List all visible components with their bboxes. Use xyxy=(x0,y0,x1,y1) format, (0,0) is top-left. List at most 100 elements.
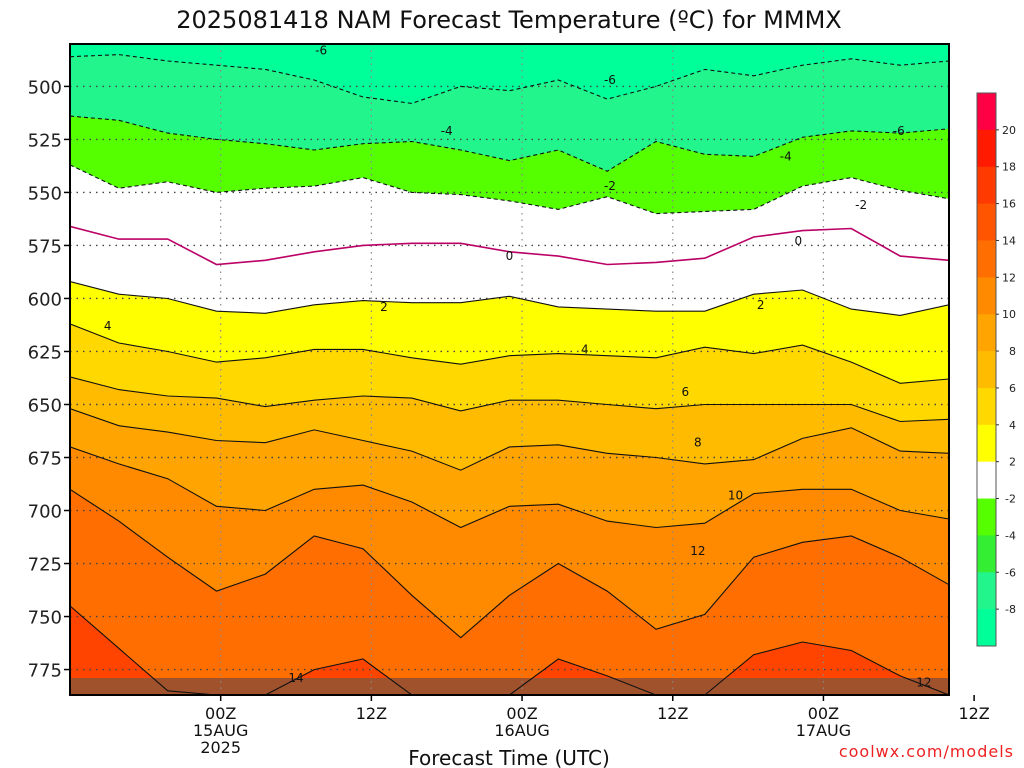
contour-label: 0 xyxy=(794,234,802,248)
y-tick-label: 650 xyxy=(28,395,62,416)
colorbar-label: 14 xyxy=(1002,234,1016,247)
x-tick-label: 00Z xyxy=(506,704,537,723)
colorbar: 20 18 16 14 12 10 8 6 4 2 -2 -4 -6 -8 xyxy=(976,92,1016,647)
contour-label: 4 xyxy=(104,319,112,333)
band-from-8 xyxy=(70,408,949,528)
colorbar-label: 18 xyxy=(1002,161,1016,174)
y-tick-label: 700 xyxy=(28,502,62,523)
colorbar-swatch xyxy=(977,609,996,647)
colorbar-label: 16 xyxy=(1002,198,1016,211)
y-axis: 500 525 550 575 600 625 650 675 700 725 750 775 xyxy=(28,77,70,682)
colorbar-swatch xyxy=(977,93,996,131)
colorbar-swatch xyxy=(977,166,996,205)
ground-strip xyxy=(70,678,949,695)
y-tick-label: 525 xyxy=(28,130,62,151)
isotherm-6 xyxy=(70,376,949,423)
band-from--2 xyxy=(70,164,949,265)
colorbar-swatch xyxy=(977,387,996,426)
colorbar-swatch xyxy=(977,424,996,463)
terrain-band xyxy=(70,678,949,695)
colorbar-label: 4 xyxy=(1009,419,1016,432)
contour-label: -6 xyxy=(604,73,616,87)
colorbar-swatch xyxy=(977,240,996,278)
chart-title: 2025081418 NAM Forecast Temperature (ºC)… xyxy=(176,6,841,34)
x-axis-label: Forecast Time (UTC) xyxy=(408,746,610,768)
band-from-4 xyxy=(70,323,949,422)
colorbar-label: 20 xyxy=(1002,124,1016,137)
isotherm-4 xyxy=(70,323,949,384)
contour-label: 14 xyxy=(288,671,303,685)
colorbar-label: -8 xyxy=(1005,603,1016,616)
y-tick-label: 750 xyxy=(28,608,62,629)
contour-label: -4 xyxy=(441,124,453,138)
contour-label: -2 xyxy=(604,179,616,193)
x-tick-label: 2025 xyxy=(200,738,241,757)
colorbar-swatch xyxy=(977,351,996,389)
band-from--6 xyxy=(70,54,949,172)
x-axis: 00Z15AUG202512Z00Z16AUG12Z00Z17AUG12Z00Z… xyxy=(193,695,990,757)
contour-label: 8 xyxy=(694,436,702,450)
x-tick-label: 12Z xyxy=(958,704,989,723)
x-tick-label: 16AUG xyxy=(494,721,549,740)
y-tick-label: 550 xyxy=(28,183,62,204)
temperature-bands xyxy=(70,44,949,695)
colorbar-swatch xyxy=(977,498,996,536)
isotherm-12 xyxy=(70,488,949,639)
band-from--4 xyxy=(70,116,949,214)
colorbar-swatch xyxy=(977,461,996,500)
plot-area: -6-6-6-6-4-4-4-2-2-200022244446688101012… xyxy=(70,44,966,695)
band-from-6 xyxy=(70,376,949,471)
colorbar-swatch xyxy=(977,572,996,610)
contour-label: -2 xyxy=(855,198,867,212)
y-tick-label: 575 xyxy=(28,236,62,257)
colorbar-swatch xyxy=(977,314,996,352)
x-tick-label: 15AUG xyxy=(193,721,248,740)
y-tick-label: 775 xyxy=(28,661,62,682)
band-from-2 xyxy=(70,281,949,384)
contour-label: 4 xyxy=(581,342,589,356)
isotherm--2 xyxy=(70,164,949,215)
gridlines xyxy=(70,44,949,695)
colorbar-swatch xyxy=(977,535,996,573)
contour-label: -4 xyxy=(780,149,792,163)
x-tick-label: 17AUG xyxy=(796,721,851,740)
band-from-10 xyxy=(70,446,949,638)
isotherm--4 xyxy=(70,115,949,172)
isotherm-0 xyxy=(70,225,949,266)
contour-label: 2 xyxy=(380,300,388,314)
isotherm-14 xyxy=(70,605,949,695)
colorbar-label: 2 xyxy=(1009,456,1016,469)
colorbar-label: 12 xyxy=(1002,271,1016,284)
contour-label: 12 xyxy=(916,675,931,689)
x-tick-label: 12Z xyxy=(356,704,387,723)
colorbar-swatch xyxy=(977,203,996,241)
colorbar-label: -4 xyxy=(1005,529,1016,542)
contour-label: 4 xyxy=(958,340,966,354)
isotherm-10 xyxy=(70,446,949,529)
contour-label: -6 xyxy=(893,124,905,138)
band-from-0 xyxy=(70,226,949,316)
contour-labels: -6-6-6-6-4-4-4-2-2-200022244446688101012… xyxy=(104,44,966,689)
band-from-12 xyxy=(70,489,949,695)
colorbar-label: 6 xyxy=(1009,382,1016,395)
colorbar-label: 8 xyxy=(1009,345,1016,358)
colorbar-label: 10 xyxy=(1002,308,1016,321)
isotherm--6 xyxy=(70,54,949,104)
isotherm-8 xyxy=(70,408,949,471)
contour-label: 10 xyxy=(728,489,743,503)
y-tick-label: 600 xyxy=(28,289,62,310)
colorbar-swatch xyxy=(977,277,996,315)
colorbar-label: -2 xyxy=(1005,493,1016,506)
x-tick-label: 12Z xyxy=(657,704,688,723)
isotherm-2 xyxy=(70,280,949,316)
colorbar-label: -6 xyxy=(1005,566,1016,579)
y-tick-label: 625 xyxy=(28,342,62,363)
contour-label: 0 xyxy=(506,249,514,263)
contour-label: 2 xyxy=(757,298,765,312)
colorbar-frame xyxy=(976,92,997,647)
plot-frame xyxy=(69,43,950,696)
contour-label: 6 xyxy=(681,385,689,399)
y-tick-label: 500 xyxy=(28,77,62,98)
isotherm-lines xyxy=(70,54,949,695)
